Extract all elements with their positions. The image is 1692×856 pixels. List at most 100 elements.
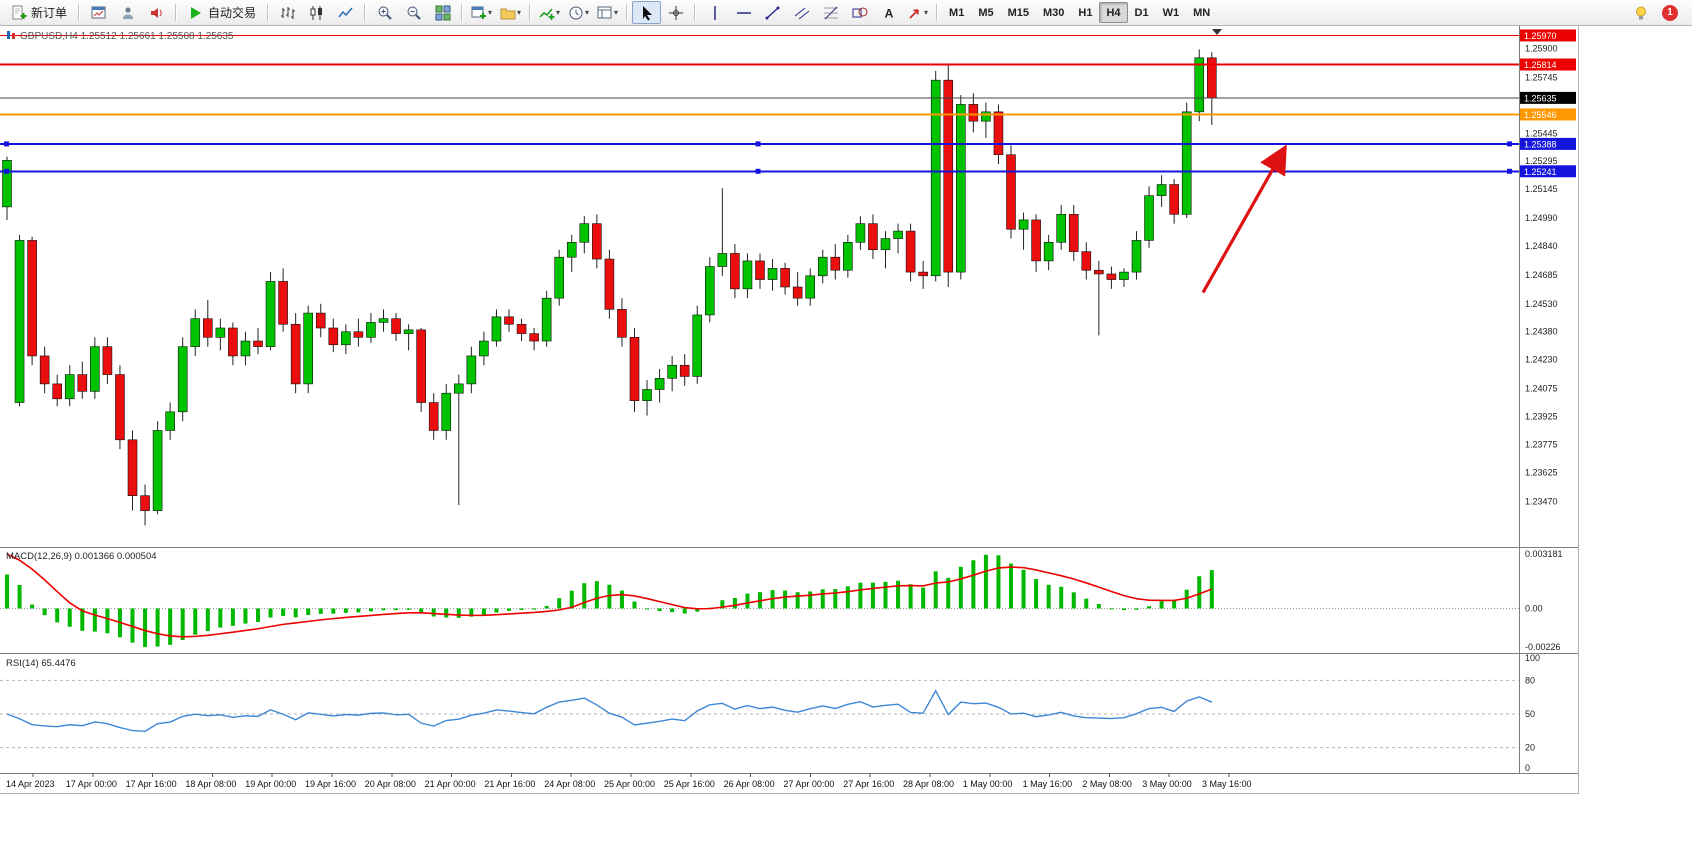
time-axis-label: 17 Apr 16:00: [126, 779, 177, 789]
macd-axis-label: -0.00226: [1525, 642, 1561, 652]
time-axis-label: 1 May 16:00: [1023, 779, 1073, 789]
price-axis-label: 1.25295: [1525, 156, 1558, 166]
crosshair-button[interactable]: [661, 1, 690, 24]
zoom-in-icon: [377, 5, 393, 21]
fibonacci-button[interactable]: [816, 1, 845, 24]
tile-windows-icon: [435, 5, 451, 21]
macd-signal-line: [6, 553, 1213, 638]
price-badge[interactable]: 1.25635: [1520, 91, 1576, 104]
rsi-axis-label: 100: [1525, 653, 1540, 663]
price-axis-label: 1.24380: [1525, 327, 1558, 337]
price-axis-label: 1.25445: [1525, 128, 1558, 138]
profiles-icon: [500, 5, 516, 21]
line-handle[interactable]: [755, 141, 761, 147]
channel-button[interactable]: [787, 1, 816, 24]
price-badge[interactable]: 1.25970: [1520, 29, 1576, 42]
toolbar-separator: [78, 4, 81, 21]
svg-text:1.25546: 1.25546: [1524, 110, 1557, 120]
price-badge[interactable]: 1.25241: [1520, 165, 1576, 178]
trendline-button[interactable]: [758, 1, 787, 24]
price-axis-label: 1.23775: [1525, 439, 1558, 449]
chevron-down-icon: ▾: [517, 8, 522, 17]
cursor-button[interactable]: [632, 1, 662, 24]
user-icon: [120, 5, 136, 21]
timeframe-button-h1[interactable]: H1: [1078, 6, 1093, 19]
macd-axis-label: 0.003181: [1525, 549, 1563, 559]
timeframe-button-h4[interactable]: H4: [1099, 2, 1128, 23]
autotrading-button-label: 自动交易: [208, 6, 257, 20]
crosshair-icon: [668, 5, 684, 21]
lightbulb-button[interactable]: [1626, 1, 1655, 24]
profiles-button[interactable]: ▾: [496, 1, 525, 24]
new-chart-button[interactable]: ▾: [467, 1, 496, 24]
chart-canvas[interactable]: 1.25900 1.25745 1.25445 1.25295 1.25145 1.249…: [0, 26, 1578, 792]
price-axis-label: 1.24840: [1525, 241, 1558, 251]
timeframe-button-m30[interactable]: M30: [1043, 6, 1065, 19]
chevron-down-icon: ▾: [924, 8, 929, 17]
periods-button[interactable]: ▾: [564, 1, 593, 24]
macd-indicator-label: MACD(12,26,9) 0.001366 0.000504: [6, 551, 157, 562]
candlestick-series: [2, 49, 1217, 526]
line-handle[interactable]: [4, 168, 9, 174]
timeframe-button-m15[interactable]: M15: [1007, 6, 1029, 19]
new-chart-icon: [471, 5, 487, 21]
new-order-button-label: 新订单: [31, 6, 68, 20]
time-axis-label: 2 May 08:00: [1082, 779, 1132, 789]
arrow-tools-icon: [907, 5, 923, 21]
tile-windows-button[interactable]: [428, 1, 457, 24]
arrow-annotation[interactable]: [1201, 144, 1287, 294]
time-axis-label: 25 Apr 00:00: [604, 779, 655, 789]
chevron-down-icon: ▾: [614, 8, 619, 17]
price-badge[interactable]: 1.25814: [1520, 58, 1576, 71]
indicators-button[interactable]: ▾: [535, 1, 564, 24]
text-button[interactable]: A: [874, 1, 903, 24]
toolbar-right: 1: [1626, 1, 1688, 24]
price-axis: 1.25900 1.25745 1.25445 1.25295 1.25145 1.249…: [1525, 43, 1558, 506]
bar-chart-button[interactable]: [273, 1, 302, 24]
vertical-line-button[interactable]: [700, 1, 729, 24]
timeframe-button-d1[interactable]: D1: [1134, 6, 1149, 19]
svg-text:1.25970: 1.25970: [1524, 31, 1557, 41]
line-handle[interactable]: [1507, 168, 1512, 174]
rsi-axis-label: 80: [1525, 675, 1535, 685]
price-axis-label: 1.23470: [1525, 496, 1558, 506]
time-axis-label: 21 Apr 16:00: [484, 779, 535, 789]
shapes-icon: [852, 5, 868, 21]
market-watch-button[interactable]: [84, 1, 113, 24]
channel-icon: [794, 5, 810, 21]
arrow-tools-button[interactable]: ▾: [903, 1, 932, 24]
vertical-line-icon: [707, 5, 723, 21]
clock-icon: [568, 5, 584, 21]
price-axis-label: 1.24075: [1525, 384, 1558, 394]
price-badge[interactable]: 1.25388: [1520, 137, 1576, 150]
horizontal-line-icon: [736, 5, 752, 21]
alerts-button[interactable]: [142, 1, 171, 24]
zoom-out-button[interactable]: [399, 1, 428, 24]
timeframe-button-w1[interactable]: W1: [1162, 6, 1180, 19]
timeframe-button-mn[interactable]: MN: [1193, 6, 1211, 19]
line-handle[interactable]: [755, 168, 761, 174]
line-handle[interactable]: [1507, 141, 1512, 147]
line-handle[interactable]: [4, 141, 9, 147]
price-badge[interactable]: 1.25546: [1520, 108, 1576, 121]
chart-shift-marker[interactable]: [1212, 29, 1222, 35]
zoom-in-button[interactable]: [370, 1, 399, 24]
autotrading-button[interactable]: 自动交易: [181, 1, 263, 24]
zoom-out-icon: [406, 5, 422, 21]
horizontal-line-button[interactable]: [729, 1, 758, 24]
time-axis-label: 17 Apr 00:00: [66, 779, 117, 789]
candlestick-chart-button[interactable]: [302, 1, 331, 24]
price-axis-label: 1.24990: [1525, 213, 1558, 223]
timeframe-button-m1[interactable]: M1: [949, 6, 965, 19]
time-axis-label: 27 Apr 16:00: [843, 779, 894, 789]
notification-badge[interactable]: 1: [1662, 4, 1678, 21]
new-order-button[interactable]: 新订单: [4, 1, 74, 24]
mql5-community-button[interactable]: [113, 1, 142, 24]
templates-button[interactable]: ▾: [593, 1, 622, 24]
shapes-button[interactable]: [845, 1, 874, 24]
timeframe-button-m5[interactable]: M5: [978, 6, 994, 19]
rsi-axis-label: 50: [1525, 709, 1535, 719]
line-chart-button[interactable]: [331, 1, 360, 24]
toolbar-separator: [461, 4, 464, 21]
